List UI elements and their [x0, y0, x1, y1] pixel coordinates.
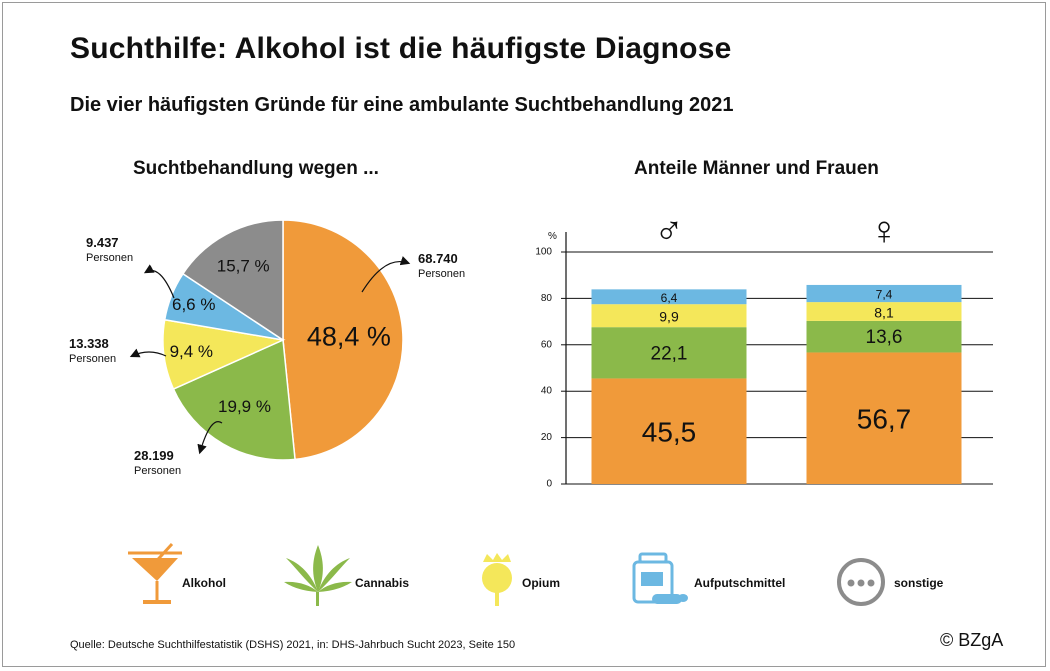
pie-slice-label-alkohol: 48,4 %: [307, 322, 391, 352]
legend-label-aufputschmittel: Aufputschmittel: [694, 576, 786, 590]
y-tick-label: 100: [535, 247, 552, 258]
persons-arrow-opium: [129, 348, 167, 358]
bar-value-label: 9,9: [659, 309, 679, 325]
pie-slice-label-opium: 9,4 %: [170, 342, 213, 361]
y-tick-label: 80: [541, 293, 553, 304]
legend-label-sonstige: sonstige: [894, 576, 944, 590]
female-symbol-icon: ♀: [869, 209, 899, 253]
persons-count-cannabis: 28.199: [134, 448, 174, 463]
persons-count-alkohol: 68.740: [418, 251, 458, 266]
bar-value-label: 13,6: [866, 327, 903, 348]
pie-slice-label-aufputschmittel: 6,6 %: [172, 295, 215, 314]
bar-value-label: 56,7: [857, 404, 912, 435]
bar-value-label: 6,4: [661, 291, 678, 305]
bar-value-label: 22,1: [651, 343, 688, 364]
y-tick-label: 40: [541, 386, 553, 397]
persons-label-aufputschmittel: Personen: [86, 252, 133, 264]
cannabis-leaf-icon: [284, 545, 352, 606]
copyright-credit: © BZgA: [940, 630, 1004, 650]
male-symbol-icon: ♂: [654, 209, 684, 253]
y-axis-unit: %: [548, 231, 557, 242]
persons-label-alkohol: Personen: [418, 268, 465, 280]
poppy-capsule-icon: [482, 553, 512, 606]
bar-value-label: 7,4: [876, 288, 893, 302]
bar-segment-aufputschmittel-maenner: [591, 289, 747, 305]
bar-segment-cannabis-frauen: [806, 320, 962, 353]
persons-label-cannabis: Personen: [134, 465, 181, 477]
chart-title: Suchthilfe: Alkohol ist die häufigste Di…: [70, 32, 732, 65]
persons-arrow-alkohol: [361, 256, 411, 293]
stacked-bar-chart: % 0 20 40 60 80 100 45,5 22,1 9,9 6,4 ♂ 56,7 13,6 8,1 7…: [535, 209, 993, 490]
pie-slice-sonstige: [181, 219, 284, 342]
dots-icon: [837, 558, 885, 606]
bar-segment-cannabis-maenner: [591, 327, 747, 379]
pie-slice-label-sonstige: 15,7 %: [217, 257, 270, 276]
legend-label-alkohol: Alkohol: [182, 576, 226, 590]
bar-segment-alkohol-frauen: [806, 352, 962, 484]
bar-segment-aufputschmittel-frauen: [806, 284, 962, 303]
y-tick-label: 20: [541, 432, 553, 443]
pie-slice-cannabis: [172, 338, 296, 461]
bar-segment-opium-frauen: [806, 302, 962, 321]
legend-label-opium: Opium: [522, 576, 560, 590]
persons-arrow-cannabis: [197, 421, 223, 455]
bar-value-label: 8,1: [874, 305, 894, 321]
persons-label-opium: Personen: [69, 353, 116, 365]
bar-value-label: 45,5: [642, 417, 697, 448]
source-note: Quelle: Deutsche Suchthilfestatistik (DS…: [70, 639, 516, 651]
legend-label-cannabis: Cannabis: [355, 576, 410, 590]
pie-chart: 48,4 % 68.740 Personen 19,9 % 28.199 Personen…: [69, 219, 465, 477]
pie-slice-label-cannabis: 19,9 %: [218, 397, 271, 416]
bar-segment-opium-maenner: [591, 304, 747, 328]
cocktail-glass-icon: [128, 542, 182, 604]
bar-chart-title: Anteile Männer und Frauen: [634, 158, 879, 179]
bar-segment-alkohol-maenner: [591, 378, 747, 484]
pie-chart-title: Suchtbehandlung wegen ...: [133, 158, 379, 179]
y-tick-label: 0: [546, 479, 552, 490]
persons-arrow-aufputschmittel: [143, 264, 175, 299]
persons-count-aufputschmittel: 9.437: [86, 235, 119, 250]
y-tick-label: 60: [541, 339, 553, 350]
chart-subtitle: Die vier häufigsten Gründe für eine ambu…: [70, 94, 734, 116]
pill-bottle-icon: [632, 552, 688, 604]
pie-slice-alkohol: [282, 219, 404, 461]
persons-count-opium: 13.338: [69, 336, 109, 351]
